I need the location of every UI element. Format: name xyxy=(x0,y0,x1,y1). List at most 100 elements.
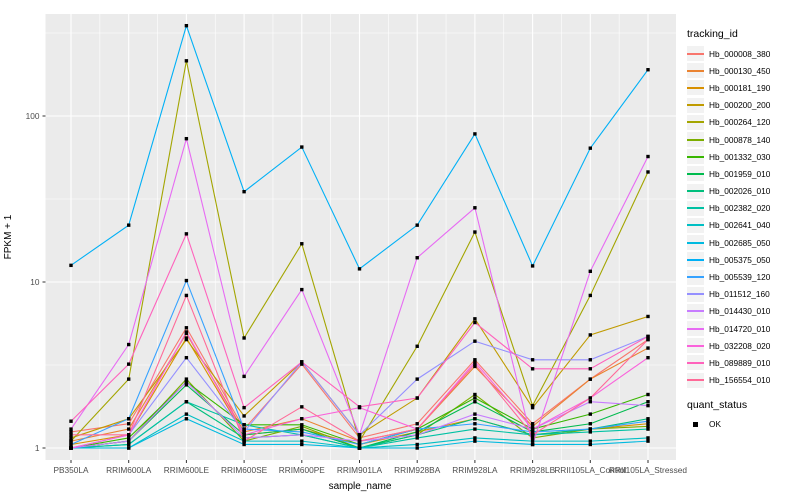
data-point-marker xyxy=(646,355,650,360)
data-point-marker xyxy=(127,362,131,366)
data-point-marker xyxy=(300,433,304,437)
data-point-marker xyxy=(588,377,592,381)
x-tick-label: RRIM928BA xyxy=(394,465,441,475)
data-point-marker xyxy=(415,344,419,348)
legend-line-swatch xyxy=(687,52,704,55)
data-point-marker xyxy=(473,364,477,369)
legend-item-label: Hb_000878_140 xyxy=(709,134,771,145)
data-point-marker xyxy=(588,358,592,362)
data-point-marker xyxy=(184,23,189,28)
data-point-marker xyxy=(530,424,535,429)
legend-title-quant-status: quant_status xyxy=(687,398,748,411)
legend-item: Hb_005539_120 xyxy=(687,268,799,285)
data-point-marker xyxy=(184,377,189,381)
legend-item-label: Hb_000200_200 xyxy=(709,100,771,111)
legend-item: Hb_014720_010 xyxy=(687,320,799,337)
data-point-marker xyxy=(646,400,650,404)
data-point-marker xyxy=(184,293,189,298)
legend-item: Hb_000130_450 xyxy=(687,62,799,79)
data-point-marker xyxy=(242,336,246,340)
legend-key xyxy=(687,200,704,216)
data-point-marker xyxy=(473,339,477,343)
data-point-marker xyxy=(69,439,73,443)
legend-item: Hb_032208_020 xyxy=(687,337,799,354)
data-point-marker xyxy=(588,400,592,404)
data-point-marker xyxy=(242,436,246,440)
data-point-marker xyxy=(588,269,592,273)
legend-item: Hb_000181_190 xyxy=(687,79,799,96)
data-point-marker xyxy=(646,170,650,174)
data-point-marker xyxy=(646,314,650,319)
data-point-marker xyxy=(242,405,246,410)
legend-item: Hb_089889_010 xyxy=(687,354,799,371)
legend-key xyxy=(687,372,704,388)
legend-item: Hb_002382_020 xyxy=(687,200,799,217)
data-point-marker xyxy=(588,439,592,443)
data-point-marker xyxy=(530,358,535,362)
legend-item-label: Hb_014720_010 xyxy=(709,323,771,334)
legend-item: Hb_000008_380 xyxy=(687,45,799,62)
data-point-marker xyxy=(357,439,362,443)
legend-item-label: Hb_005539_120 xyxy=(709,272,771,283)
legend-line-swatch xyxy=(687,361,704,364)
legend-line-swatch xyxy=(687,379,704,382)
legend-line-swatch xyxy=(687,190,704,193)
data-point-marker xyxy=(415,422,419,426)
data-point-marker xyxy=(357,442,362,447)
data-point-marker xyxy=(646,334,650,339)
data-point-marker xyxy=(242,423,246,427)
legend-key xyxy=(687,63,704,79)
data-point-marker xyxy=(127,342,131,347)
data-point-marker xyxy=(473,206,477,210)
data-point-marker xyxy=(530,403,535,408)
data-point-marker xyxy=(415,433,419,437)
legend-key xyxy=(687,46,704,62)
data-point-marker xyxy=(530,427,535,431)
data-point-marker xyxy=(242,427,246,431)
legend: tracking_id Hb_000008_380 Hb_000130_450 Hb… xyxy=(687,28,799,433)
data-point-marker xyxy=(415,256,419,260)
legend-items: Hb_000008_380 Hb_000130_450 Hb_000181_190 H… xyxy=(687,45,799,389)
x-tick-label: RRIM600LA xyxy=(106,465,152,475)
data-point-marker xyxy=(473,392,477,397)
legend-item-label: Hb_000130_450 xyxy=(709,65,771,76)
data-point-marker xyxy=(588,333,592,337)
legend-item-label: Hb_089889_010 xyxy=(709,357,771,368)
legend-item-label: Hb_011512_160 xyxy=(709,289,770,300)
legend-title-tracking-id: tracking_id xyxy=(687,28,738,40)
legend-key xyxy=(687,252,704,268)
legend-item-label: Hb_156554_010 xyxy=(709,375,771,386)
legend-key xyxy=(687,269,704,285)
data-point-marker xyxy=(69,446,73,450)
data-point-marker xyxy=(530,430,535,434)
data-point-marker xyxy=(473,360,477,364)
data-point-marker xyxy=(127,436,131,440)
data-point-marker xyxy=(646,392,650,397)
black-square-point-icon xyxy=(693,421,698,427)
plot-panel xyxy=(45,14,676,460)
data-point-marker xyxy=(473,230,477,234)
data-point-marker xyxy=(530,436,535,440)
data-point-marker xyxy=(646,419,650,423)
x-tick-label: RRIM928LA xyxy=(452,465,498,475)
data-point-marker xyxy=(588,442,592,447)
data-point-marker xyxy=(69,433,73,437)
data-point-marker xyxy=(415,396,419,400)
data-point-marker xyxy=(473,358,477,362)
data-point-marker xyxy=(473,427,477,431)
data-point-marker xyxy=(646,68,650,72)
data-point-marker xyxy=(473,396,477,400)
data-point-marker xyxy=(242,430,246,434)
data-point-marker xyxy=(588,367,592,371)
x-tick-label: RRIM928LB xyxy=(510,465,556,475)
data-point-marker xyxy=(588,146,592,150)
data-point-marker xyxy=(588,396,592,400)
y-tick-label: 100 xyxy=(26,111,40,121)
legend-key xyxy=(687,303,704,319)
quant-status-item: OK xyxy=(687,416,799,433)
legend-line-swatch xyxy=(687,344,704,347)
quant-status-items: OK xyxy=(687,416,799,433)
data-point-marker xyxy=(184,383,189,387)
legend-item-label: Hb_002382_020 xyxy=(709,203,771,214)
